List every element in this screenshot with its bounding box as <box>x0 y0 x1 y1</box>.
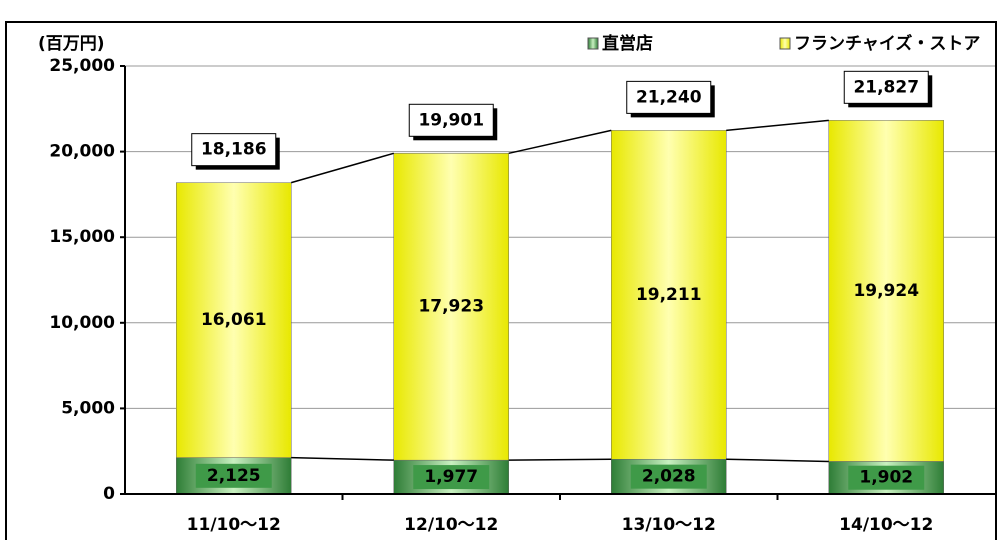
x-tick-label: 13/10～12 <box>622 515 716 535</box>
x-tick-label: 14/10～12 <box>839 515 933 535</box>
total-box <box>408 103 494 137</box>
value-label: 17,923 <box>418 297 484 317</box>
total-box <box>191 133 277 167</box>
value-label-box <box>195 463 272 488</box>
bar-segment <box>176 182 292 458</box>
value-label: 1,977 <box>424 467 478 487</box>
total-label: 19,901 <box>418 110 484 130</box>
value-label: 19,924 <box>853 281 919 301</box>
value-label: 19,211 <box>636 285 702 305</box>
y-tick-label: 10,000 <box>49 313 115 333</box>
y-tick-label: 5,000 <box>61 398 115 418</box>
y-tick-label: 25,000 <box>49 56 115 76</box>
legend-swatch <box>587 37 599 50</box>
y-tick-label: 0 <box>103 484 115 504</box>
connector-line <box>291 456 394 461</box>
legend-label: フランチャイズ・ストア <box>794 33 980 54</box>
value-label: 2,028 <box>642 467 696 487</box>
x-tick-label: 11/10～12 <box>187 515 281 535</box>
connector-line <box>291 152 394 184</box>
total-label: 18,186 <box>201 140 267 160</box>
value-label-box <box>848 465 925 490</box>
y-tick-label: 20,000 <box>49 142 115 162</box>
connector-line <box>726 458 829 463</box>
total-box <box>626 80 712 114</box>
bar-segment <box>611 130 727 460</box>
total-box <box>843 70 929 104</box>
value-label: 16,061 <box>201 310 267 330</box>
connector-line <box>508 458 612 461</box>
unit-label: (百万円) <box>38 34 105 54</box>
value-label-box <box>413 465 490 490</box>
bar-segment <box>393 153 509 461</box>
total-label: 21,240 <box>636 87 702 107</box>
total-label: 21,827 <box>853 77 919 97</box>
value-label: 1,902 <box>859 468 913 488</box>
y-tick-label: 15,000 <box>49 227 115 247</box>
x-tick-label: 12/10～12 <box>404 515 498 535</box>
frame <box>5 21 997 540</box>
bar-segment <box>828 120 944 462</box>
legend-swatch <box>779 37 791 50</box>
connector-line <box>508 129 612 155</box>
connector-line <box>726 119 829 132</box>
value-label-box <box>630 464 707 489</box>
value-label: 2,125 <box>207 466 261 486</box>
legend-label: 直営店 <box>602 33 653 54</box>
